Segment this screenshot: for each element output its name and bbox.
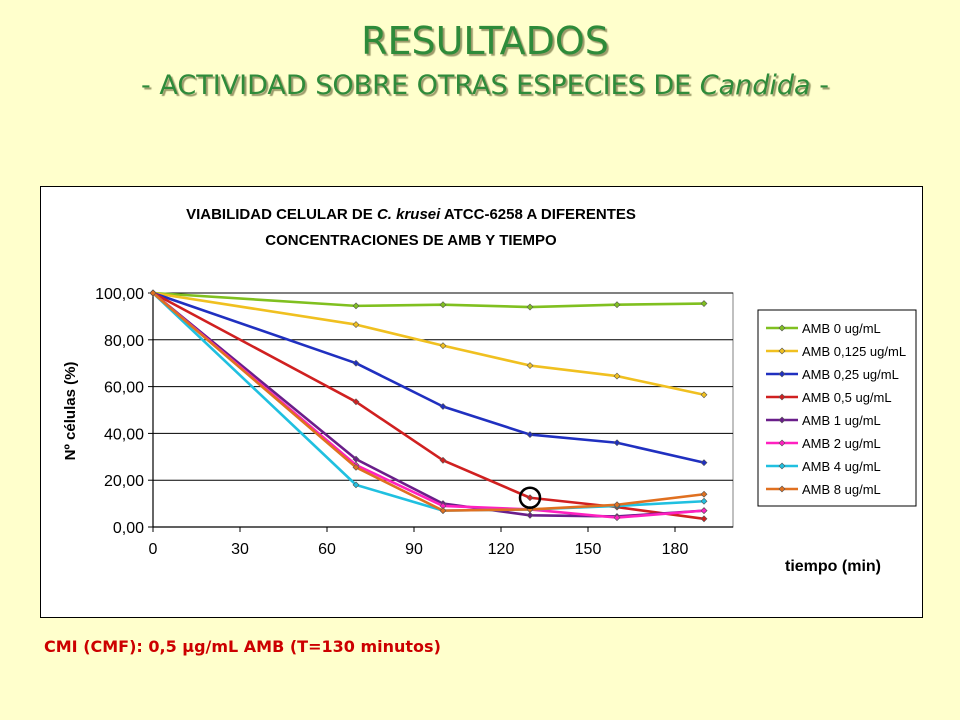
chart-frame: VIABILIDAD CELULAR DE C. krusei ATCC-625… bbox=[40, 186, 923, 618]
x-tick-label: 90 bbox=[405, 541, 423, 558]
data-point bbox=[526, 511, 534, 519]
data-point bbox=[352, 398, 360, 406]
data-point bbox=[613, 301, 621, 309]
y-tick-label: 80,00 bbox=[104, 333, 144, 350]
legend-box bbox=[757, 309, 917, 507]
legend-label: AMB 0,25 ug/mL bbox=[802, 367, 899, 382]
series-line-3 bbox=[152, 291, 705, 464]
subtitle-species: Candida bbox=[699, 70, 811, 101]
x-tick-label: 180 bbox=[662, 541, 689, 558]
legend-label: AMB 1 ug/mL bbox=[802, 413, 881, 428]
legend: AMB 0 ug/mL AMB 0,125 ug/mL AMB 0,25 ug/mL… bbox=[757, 309, 917, 507]
series-line-4 bbox=[152, 291, 705, 521]
legend-label: AMB 0,125 ug/mL bbox=[802, 344, 906, 359]
y-tick-label: 20,00 bbox=[104, 473, 144, 490]
x-tick-label: 150 bbox=[575, 541, 602, 558]
data-point bbox=[352, 481, 360, 489]
legend-marker bbox=[778, 324, 786, 332]
footnote: CMI (CMF): 0,5 µg/mL AMB (T=130 minutos) bbox=[44, 637, 441, 656]
data-point bbox=[439, 301, 447, 309]
data-point bbox=[700, 507, 708, 515]
data-point bbox=[526, 362, 534, 369]
legend-label: AMB 8 ug/mL bbox=[802, 482, 881, 497]
legend-marker bbox=[778, 347, 786, 355]
data-point bbox=[613, 501, 621, 509]
data-point bbox=[439, 507, 447, 515]
legend-marker bbox=[778, 416, 786, 424]
x-axis-label: tiempo (min) bbox=[785, 558, 881, 575]
y-tick-label: 60,00 bbox=[104, 380, 144, 397]
data-point bbox=[613, 439, 621, 447]
series-line-8 bbox=[152, 292, 705, 512]
x-tick-label: 30 bbox=[231, 541, 249, 558]
data-point bbox=[526, 494, 534, 502]
y-tick-label: 0,00 bbox=[113, 520, 144, 537]
data-point bbox=[700, 391, 708, 399]
data-point bbox=[439, 456, 447, 464]
data-point bbox=[700, 490, 708, 498]
slide-title: RESULTADOS bbox=[361, 19, 609, 63]
data-point bbox=[613, 372, 621, 380]
subtitle-suffix: - bbox=[810, 70, 829, 101]
plot-area: 0,00 20,00 40,00 60,00 80,00 100,00 0 30 60 90 120… bbox=[95, 286, 734, 558]
legend-marker bbox=[778, 439, 786, 447]
legend-marker bbox=[778, 462, 786, 470]
x-tick-label: 120 bbox=[488, 541, 515, 558]
data-point bbox=[700, 300, 708, 307]
legend-label: AMB 4 ug/mL bbox=[802, 459, 881, 474]
highlight-circle bbox=[518, 486, 542, 509]
series-line-2 bbox=[152, 291, 705, 397]
data-point bbox=[526, 303, 534, 311]
x-tick-label: 0 bbox=[149, 541, 158, 558]
legend-marker bbox=[778, 485, 786, 493]
viability-chart: VIABILIDAD CELULAR DE C. krusei ATCC-625… bbox=[62, 206, 917, 575]
data-point bbox=[613, 514, 621, 522]
plot-border bbox=[152, 292, 734, 528]
data-point bbox=[352, 359, 360, 367]
y-tick-label: 40,00 bbox=[104, 426, 144, 443]
y-tick-label: 100,00 bbox=[95, 286, 144, 303]
data-point bbox=[149, 289, 157, 297]
data-point bbox=[352, 302, 360, 310]
series-line-6 bbox=[152, 292, 705, 519]
legend-marker bbox=[778, 393, 786, 401]
legend-label: AMB 0,5 ug/mL bbox=[802, 390, 892, 405]
y-axis-label: Nº células (%) bbox=[62, 362, 79, 461]
chart-title-line1: VIABILIDAD CELULAR DE C. krusei ATCC-625… bbox=[186, 206, 636, 223]
data-point bbox=[352, 321, 360, 329]
chart-title-line2: CONCENTRACIONES DE AMB Y TIEMPO bbox=[265, 232, 557, 249]
subtitle-prefix: - ACTIVIDAD SOBRE OTRAS ESPECIES DE bbox=[141, 70, 700, 101]
data-point bbox=[700, 459, 708, 467]
series-line-1 bbox=[152, 291, 705, 309]
legend-label: AMB 0 ug/mL bbox=[802, 321, 881, 336]
data-point bbox=[352, 463, 360, 471]
x-tick-label: 60 bbox=[318, 541, 336, 558]
data-point bbox=[700, 497, 708, 505]
data-point bbox=[439, 342, 447, 350]
legend-marker bbox=[778, 370, 786, 378]
legend-label: AMB 2 ug/mL bbox=[802, 436, 881, 451]
data-point bbox=[700, 515, 708, 523]
data-point bbox=[439, 403, 447, 410]
data-point bbox=[526, 431, 534, 438]
slide-subtitle: - ACTIVIDAD SOBRE OTRAS ESPECIES DE Cand… bbox=[0, 68, 960, 104]
